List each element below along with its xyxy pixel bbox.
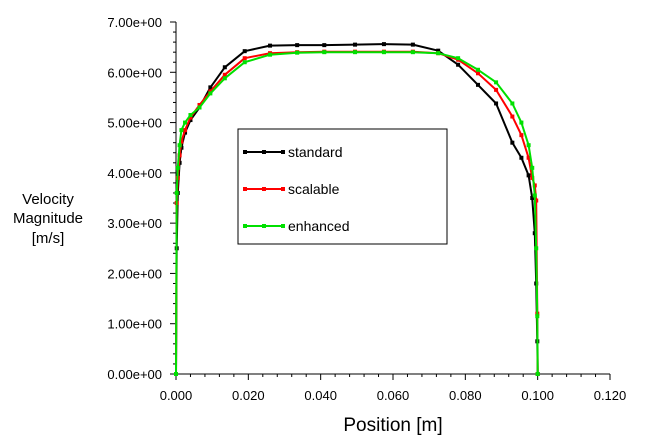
y-tick-label: 4.00e+00 <box>107 166 162 181</box>
data-point-enhanced <box>322 50 327 55</box>
data-point-scalable <box>208 89 213 94</box>
data-point-enhanced <box>175 165 180 170</box>
data-point-standard <box>519 155 524 160</box>
legend-label-enhanced: enhanced <box>288 218 350 234</box>
y-tick-label: 2.00e+00 <box>107 266 162 281</box>
data-point-enhanced <box>242 60 247 65</box>
legend-marker-standard <box>243 150 247 154</box>
data-point-standard <box>381 42 386 47</box>
series-enhanced <box>174 50 540 376</box>
data-point-enhanced <box>174 190 179 195</box>
data-point-enhanced <box>208 91 213 96</box>
data-point-scalable <box>510 114 515 119</box>
data-point-enhanced <box>510 101 515 106</box>
data-point-enhanced <box>535 372 540 376</box>
data-point-enhanced <box>475 67 480 72</box>
data-point-enhanced <box>526 143 531 148</box>
data-point-standard <box>456 62 461 67</box>
x-tick-label: 0.080 <box>449 388 482 403</box>
legend-marker-enhanced <box>262 224 266 228</box>
data-point-scalable <box>188 115 193 120</box>
y-axis-title-line-3: [m/s] <box>32 230 65 247</box>
y-axis-title-line-2: Magnitude <box>13 210 83 227</box>
legend-marker-standard <box>262 150 266 154</box>
axes-layer: 0.000 0.020 0.040 0.060 0.080 0.100 0.120 0.00e… <box>107 15 626 403</box>
data-point-scalable <box>519 133 524 138</box>
legend-label-scalable: scalable <box>288 181 340 197</box>
x-tick-label: 0.100 <box>521 388 554 403</box>
legend-marker-scalable <box>243 187 247 191</box>
data-point-standard <box>530 196 535 200</box>
data-point-standard <box>222 65 227 70</box>
data-point-scalable <box>475 71 480 76</box>
data-point-scalable <box>534 198 539 203</box>
legend-marker-enhanced <box>243 224 247 228</box>
data-point-standard <box>410 42 415 47</box>
x-tick-label: 0.120 <box>594 388 627 403</box>
data-point-enhanced <box>410 50 415 55</box>
y-tick-label: 5.00e+00 <box>107 116 162 131</box>
legend-marker-scalable <box>262 187 266 191</box>
data-point-enhanced <box>197 105 202 110</box>
legend-marker-standard <box>281 150 285 154</box>
data-point-enhanced <box>268 52 273 57</box>
data-point-scalable <box>242 56 247 61</box>
data-point-scalable <box>526 155 531 160</box>
data-point-enhanced <box>532 193 537 198</box>
y-tick-label: 6.00e+00 <box>107 65 162 80</box>
y-axis-title-line-1: Velocity <box>22 191 74 208</box>
data-point-standard <box>526 173 531 178</box>
x-tick-label: 0.060 <box>377 388 410 403</box>
data-point-enhanced <box>381 50 386 55</box>
data-point-scalable <box>183 128 188 133</box>
y-tick-label: 0.00e+00 <box>107 367 162 382</box>
data-point-scalable <box>222 72 227 77</box>
legend: standard scalable enhanced <box>237 128 448 245</box>
data-point-scalable <box>179 139 184 144</box>
data-point-enhanced <box>436 51 441 56</box>
data-point-enhanced <box>456 56 461 61</box>
data-point-enhanced <box>519 120 524 125</box>
data-point-enhanced <box>353 50 358 55</box>
data-point-standard <box>242 49 247 54</box>
x-axis-title: Position [m] <box>343 415 442 436</box>
data-point-enhanced <box>188 113 193 118</box>
data-point-standard <box>208 85 213 90</box>
data-point-enhanced <box>534 246 539 251</box>
data-point-standard <box>510 140 515 145</box>
data-point-enhanced <box>295 50 300 55</box>
data-point-enhanced <box>535 314 540 319</box>
data-point-enhanced <box>222 76 227 81</box>
series-layer <box>174 42 540 376</box>
data-point-standard <box>295 43 300 48</box>
data-point-enhanced <box>183 120 188 125</box>
x-tick-label: 0.000 <box>160 388 193 403</box>
data-point-standard <box>322 43 327 48</box>
data-point-standard <box>268 43 273 48</box>
x-tick-label: 0.020 <box>232 388 265 403</box>
legend-label-standard: standard <box>288 144 342 160</box>
data-point-standard <box>494 101 499 106</box>
data-point-standard <box>353 42 358 47</box>
data-point-scalable <box>494 87 499 92</box>
y-tick-label: 1.00e+00 <box>107 317 162 332</box>
legend-marker-enhanced <box>281 224 285 228</box>
data-point-enhanced <box>179 128 184 133</box>
x-tick-label: 0.040 <box>304 388 337 403</box>
y-tick-label: 7.00e+00 <box>107 15 162 30</box>
data-point-scalable <box>197 102 202 107</box>
legend-items: standard scalable enhanced <box>243 144 350 234</box>
data-point-standard <box>436 48 441 53</box>
data-point-enhanced <box>177 143 182 148</box>
y-tick-label: 3.00e+00 <box>107 216 162 231</box>
data-point-enhanced <box>174 372 178 376</box>
legend-marker-scalable <box>281 187 285 191</box>
legend-box <box>237 128 448 245</box>
data-point-enhanced <box>494 80 499 85</box>
data-point-standard <box>475 82 480 87</box>
data-point-enhanced <box>530 165 535 170</box>
data-point-standard <box>532 231 537 236</box>
